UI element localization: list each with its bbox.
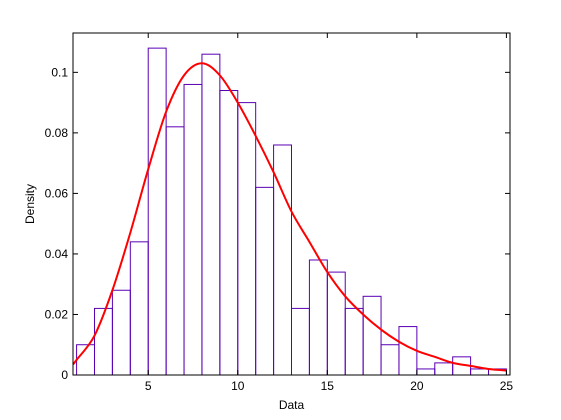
y-axis-title: Density <box>23 184 37 224</box>
x-tick-label: 25 <box>500 379 514 393</box>
x-axis-ticks: 5 10 15 20 25 <box>145 33 514 393</box>
x-tick-label: 5 <box>145 379 152 393</box>
y-axis-ticks: 0 0.02 0.04 0.06 0.08 0.1 <box>45 65 510 382</box>
x-tick-label: 15 <box>321 379 335 393</box>
y-tick-label: 0.02 <box>45 307 69 321</box>
y-tick-label: 0.1 <box>51 65 68 79</box>
y-tick-label: 0 <box>61 368 68 382</box>
y-tick-label: 0.06 <box>45 186 69 200</box>
x-tick-label: 20 <box>410 379 424 393</box>
x-axis-title: Data <box>279 398 305 412</box>
x-tick-label: 10 <box>231 379 245 393</box>
fit-curve <box>72 62 507 372</box>
y-tick-label: 0.08 <box>45 126 69 140</box>
plot-frame <box>72 32 511 376</box>
y-tick-label: 0.04 <box>45 247 69 261</box>
